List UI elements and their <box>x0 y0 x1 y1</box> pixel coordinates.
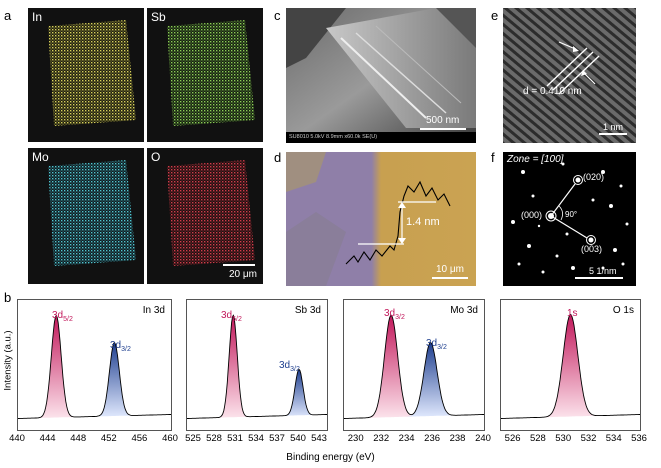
panel-label-a: a <box>4 8 12 23</box>
xps-in-tick: 460 <box>162 433 178 444</box>
xps-o-envelope <box>501 313 640 419</box>
xps-panel-sb: Sb 3d 3d5/2 3d3/2 <box>186 299 328 431</box>
saed-scale-label: 5 1/nm <box>589 266 617 276</box>
xps-mo-envelope <box>344 314 484 419</box>
eds-map-sb-image <box>167 20 255 126</box>
xps-sb-element-label: Sb 3d <box>294 305 321 316</box>
eds-label-sb: Sb <box>151 10 166 24</box>
panel-label-d: d <box>274 150 282 165</box>
saed-vector-003 <box>550 215 588 239</box>
xps-sb-peak1-label: 3d5/2 <box>221 310 242 323</box>
hrtem-spacing-label: d = 0.410 nm <box>523 86 582 97</box>
xps-in-peak-fill-1 <box>18 315 171 419</box>
eds-map-mo: Mo <box>28 148 144 284</box>
saed-spot-020: (020) <box>583 172 605 182</box>
xps-mo-peak2-label: 3d3/2 <box>426 338 447 351</box>
xps-mo-tick: 238 <box>449 433 466 444</box>
saed-angle-label: 90° <box>565 210 578 219</box>
eds-map-in-image <box>48 20 136 126</box>
xps-sb-envelope <box>187 314 327 419</box>
xps-o-peak1-label: 1s <box>567 308 578 319</box>
xps-in-peak1-label: 3d5/2 <box>52 310 73 323</box>
xps-sb-peak-fill-2 <box>187 369 327 419</box>
xps-sb-tick: 525 <box>185 433 201 444</box>
xps-o-peak-fill-1 <box>501 314 640 419</box>
xps-mo-tick: 240 <box>475 433 491 444</box>
sem-graphic <box>286 8 476 143</box>
afm-image: 1.4 nm 10 μm <box>286 152 476 286</box>
xps-sb-tick: 528 <box>206 433 222 444</box>
xps-in-tick: 440 <box>9 433 25 444</box>
xps-panel-mo: Mo 3d 3d3/2 3d3/2 <box>343 299 485 431</box>
xps-sb-tick: 540 <box>290 433 306 444</box>
eds-map-mo-image <box>48 160 136 266</box>
xps-plot-in <box>18 314 171 419</box>
xps-mo-element-label: Mo 3d <box>450 305 478 316</box>
sem-scale-label: 500 nm <box>426 115 460 126</box>
eds-map-sb: Sb <box>147 8 263 142</box>
xps-sb-peak2-label: 3d3/2 <box>279 360 300 373</box>
xps-o-tick: 530 <box>555 433 572 444</box>
xps-mo-peak1-label: 3d3/2 <box>384 308 405 321</box>
xps-o-element-label: O 1s <box>612 305 634 316</box>
eds-map-o: O 20 μm <box>147 148 263 284</box>
panel-label-c: c <box>274 8 281 23</box>
xps-sb-tick: 537 <box>269 433 285 444</box>
xps-o-tick: 532 <box>580 433 597 444</box>
eds-label-o: O <box>151 150 161 164</box>
xps-panel-o: O 1s 1s <box>500 299 641 431</box>
xps-mo-tick: 230 <box>347 433 364 444</box>
xps-sb-tick: 534 <box>248 433 264 444</box>
xps-ylabel: Intensity (a.u.) <box>2 330 14 391</box>
xps-o-tick: 534 <box>605 433 622 444</box>
xps-plot-mo <box>344 314 484 419</box>
panel-label-f: f <box>491 150 495 165</box>
sem-info-bar: SU8010 5.0kV 8.9mm x60.0k SE(U) <box>289 134 378 140</box>
xps-in-envelope <box>18 314 171 419</box>
xps-mo-peak-fill-1 <box>344 315 484 419</box>
xps-in-tick: 448 <box>70 433 87 444</box>
xps-in-tick: 452 <box>100 433 117 444</box>
eds-map-in: In <box>28 8 144 142</box>
xps-in-element-label: In 3d <box>142 305 165 316</box>
xps-mo-tick: 232 <box>373 433 390 444</box>
eds-scale-label: 20 μm <box>229 269 257 280</box>
panel-label-b: b <box>4 290 12 305</box>
hrtem-image: d = 0.410 nm 1 nm <box>503 8 636 143</box>
panel-label-e: e <box>491 8 499 23</box>
xps-mo-tick: 236 <box>424 433 441 444</box>
xps-in-tick: 456 <box>131 433 148 444</box>
xps-in-peak-fill-2 <box>18 342 171 419</box>
afm-height-label: 1.4 nm <box>406 216 440 228</box>
xps-sb-tick: 531 <box>227 433 243 444</box>
xps-panel-in: In 3d 3d5/2 3d3/2 <box>17 299 172 431</box>
xps-mo-tick: 234 <box>398 433 415 444</box>
xps-o-tick: 526 <box>504 433 521 444</box>
saed-spot-003: (003) <box>581 244 603 254</box>
xps-ylabel-box: Intensity (a.u.) <box>0 300 14 430</box>
xps-in-tick: 444 <box>39 433 56 444</box>
eds-label-mo: Mo <box>32 150 49 164</box>
xps-mo-peak-fill-2 <box>344 342 484 419</box>
hrtem-graphic <box>503 8 636 143</box>
saed-graphic <box>511 162 629 279</box>
xps-o-tick: 536 <box>631 433 647 444</box>
eds-map-o-image <box>167 160 255 266</box>
saed-spot-000: (000) <box>521 210 543 220</box>
xps-plot-o <box>501 313 640 419</box>
afm-graphic <box>286 152 476 286</box>
saed-image: Zone = [100] (020) (000) (003) 90° 5 1/n… <box>503 152 636 286</box>
xps-xlabel: Binding energy (eV) <box>286 452 375 463</box>
afm-scale-label: 10 μm <box>436 264 464 275</box>
sem-image: 500 nm SU8010 5.0kV 8.9mm x60.0k SE(U) <box>286 8 476 143</box>
eds-label-in: In <box>32 10 43 24</box>
hrtem-scale-label: 1 nm <box>603 122 624 132</box>
xps-sb-tick: 543 <box>311 433 327 444</box>
saed-zone-label: Zone = [100] <box>507 154 564 165</box>
xps-plot-sb <box>187 314 327 419</box>
saed-vector-020 <box>550 183 576 217</box>
xps-o-tick: 528 <box>529 433 546 444</box>
afm-height-profile <box>345 180 451 265</box>
xps-in-peak2-label: 3d3/2 <box>110 340 131 353</box>
